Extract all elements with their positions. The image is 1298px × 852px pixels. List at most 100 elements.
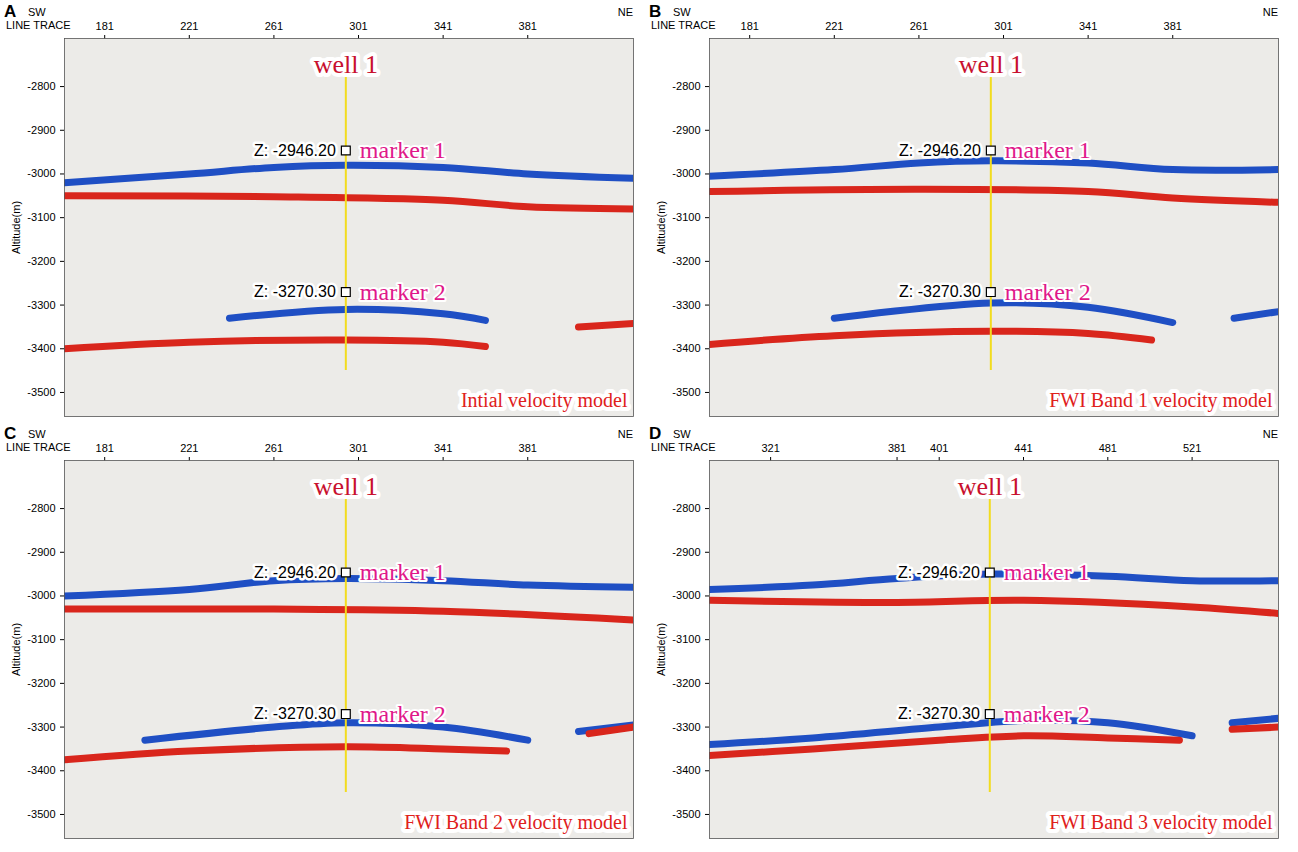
svg-text:-3500: -3500 (672, 386, 700, 398)
svg-text:-3400: -3400 (672, 764, 700, 776)
svg-text:marker 1: marker 1 (360, 559, 446, 585)
svg-text:-2900: -2900 (27, 124, 55, 136)
html-text:A: A (4, 2, 17, 21)
svg-text:well 1: well 1 (958, 472, 1022, 501)
svg-text:FWI Band 1 velocity model: FWI Band 1 velocity model (1049, 389, 1273, 412)
svg-text:well 1: well 1 (314, 50, 378, 79)
svg-text:FWI Band 2 velocity model: FWI Band 2 velocity model (404, 811, 628, 834)
html-text:NE: NE (617, 6, 633, 18)
svg-text:well 1: well 1 (314, 472, 378, 501)
svg-text:-3000: -3000 (27, 167, 55, 179)
svg-text:Z: -2946.20: Z: -2946.20 (899, 142, 981, 159)
svg-text:Altitude(m): Altitude(m) (655, 623, 667, 676)
svg-text:381: 381 (1164, 20, 1182, 32)
html-text:D: D (649, 424, 662, 443)
svg-text:marker 2: marker 2 (1005, 279, 1091, 305)
svg-text:-3300: -3300 (672, 721, 700, 733)
svg-text:Altitude(m): Altitude(m) (655, 201, 667, 254)
svg-text:marker 1: marker 1 (360, 137, 446, 163)
svg-text:221: 221 (180, 442, 198, 454)
svg-text:-3100: -3100 (27, 211, 55, 223)
svg-text:-3400: -3400 (672, 342, 700, 354)
svg-text:181: 181 (96, 442, 114, 454)
svg-text:Z: -3270.30: Z: -3270.30 (899, 283, 981, 300)
svg-text:341: 341 (1079, 20, 1097, 32)
svg-text:-3400: -3400 (27, 764, 55, 776)
svg-text:341: 341 (434, 442, 452, 454)
svg-text:381: 381 (519, 20, 537, 32)
html-text:NE: NE (617, 428, 633, 440)
html-text:LINE TRACE: LINE TRACE (651, 19, 716, 31)
svg-text:-2800: -2800 (672, 502, 700, 514)
html-text:LINE TRACE: LINE TRACE (651, 441, 716, 453)
svg-text:-3100: -3100 (672, 633, 700, 645)
svg-text:-3300: -3300 (27, 299, 55, 311)
svg-text:-2800: -2800 (27, 502, 55, 514)
svg-text:-3000: -3000 (27, 589, 55, 601)
svg-text:Z: -2946.20: Z: -2946.20 (898, 564, 980, 581)
svg-text:well 1: well 1 (959, 50, 1023, 79)
svg-text:341: 341 (434, 20, 452, 32)
svg-text:-2800: -2800 (672, 80, 700, 92)
svg-text:441: 441 (1014, 442, 1032, 454)
html-text:LINE TRACE: LINE TRACE (6, 441, 71, 453)
svg-text:401: 401 (930, 442, 948, 454)
svg-text:301: 301 (994, 20, 1012, 32)
svg-text:Z: -3270.30: Z: -3270.30 (254, 705, 336, 722)
svg-text:Altitude(m): Altitude(m) (10, 623, 22, 676)
svg-text:221: 221 (825, 20, 843, 32)
svg-text:-2800: -2800 (27, 80, 55, 92)
svg-text:181: 181 (96, 20, 114, 32)
svg-text:Z: -3270.30: Z: -3270.30 (254, 283, 336, 300)
html-text:C: C (4, 424, 17, 443)
svg-text:-3500: -3500 (27, 808, 55, 820)
svg-text:-2900: -2900 (672, 124, 700, 136)
html-text:SW: SW (28, 428, 46, 440)
svg-text:-3300: -3300 (672, 299, 700, 311)
svg-text:Intial velocity model: Intial velocity model (461, 389, 628, 412)
svg-text:301: 301 (349, 442, 367, 454)
svg-text:261: 261 (265, 442, 283, 454)
svg-text:Z: -2946.20: Z: -2946.20 (254, 142, 336, 159)
svg-text:marker 1: marker 1 (1005, 137, 1091, 163)
svg-text:-3200: -3200 (27, 677, 55, 689)
svg-text:-3000: -3000 (672, 589, 700, 601)
svg-text:-2900: -2900 (672, 546, 700, 558)
svg-text:221: 221 (180, 20, 198, 32)
svg-text:181: 181 (741, 20, 759, 32)
svg-text:marker 2: marker 2 (1004, 701, 1090, 727)
svg-text:261: 261 (910, 20, 928, 32)
svg-text:381: 381 (519, 442, 537, 454)
svg-text:-3500: -3500 (672, 808, 700, 820)
svg-text:261: 261 (265, 20, 283, 32)
svg-text:Z: -2946.20: Z: -2946.20 (254, 564, 336, 581)
html-text:NE: NE (1262, 6, 1278, 18)
svg-text:301: 301 (349, 20, 367, 32)
svg-text:-3200: -3200 (672, 255, 700, 267)
svg-text:-3200: -3200 (27, 255, 55, 267)
svg-text:381: 381 (888, 442, 906, 454)
svg-text:-3500: -3500 (27, 386, 55, 398)
svg-text:-3400: -3400 (27, 342, 55, 354)
html-text:SW: SW (28, 6, 46, 18)
svg-text:-3000: -3000 (672, 167, 700, 179)
svg-text:-3200: -3200 (672, 677, 700, 689)
html-text:B: B (649, 2, 662, 21)
html-text:LINE TRACE: LINE TRACE (6, 19, 71, 31)
svg-text:-3300: -3300 (27, 721, 55, 733)
html-text:SW: SW (673, 428, 691, 440)
svg-text:321: 321 (761, 442, 779, 454)
svg-text:marker 1: marker 1 (1004, 559, 1090, 585)
svg-text:marker 2: marker 2 (360, 279, 446, 305)
svg-text:481: 481 (1099, 442, 1117, 454)
svg-text:Altitude(m): Altitude(m) (10, 201, 22, 254)
svg-text:-2900: -2900 (27, 546, 55, 558)
svg-text:521: 521 (1183, 442, 1201, 454)
html-text:SW: SW (673, 6, 691, 18)
svg-text:-3100: -3100 (27, 633, 55, 645)
svg-text:FWI Band 3 velocity model: FWI Band 3 velocity model (1049, 811, 1273, 834)
svg-text:marker 2: marker 2 (360, 701, 446, 727)
svg-text:-3100: -3100 (672, 211, 700, 223)
html-text:NE: NE (1262, 428, 1278, 440)
svg-text:Z: -3270.30: Z: -3270.30 (898, 705, 980, 722)
